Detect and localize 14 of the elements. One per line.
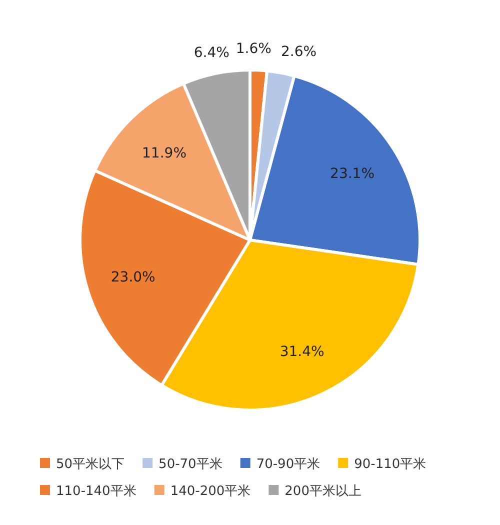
legend-label: 140-200平米 — [170, 484, 251, 499]
data-label: 11.9% — [142, 146, 187, 162]
legend-label: 200平米以上 — [284, 484, 362, 499]
data-label: 6.4% — [194, 44, 230, 61]
legend-label: 70-90平米 — [256, 457, 320, 472]
legend-label: 90-110平米 — [354, 457, 426, 472]
data-label: 23.0% — [110, 269, 156, 286]
data-label: 23.1% — [330, 166, 375, 182]
data-label: 31.4% — [280, 344, 324, 360]
data-label: 2.6% — [281, 44, 317, 60]
legend-label: 50-70平米 — [158, 457, 222, 472]
legend-label: 50平米以下 — [56, 457, 125, 472]
data-label: 1.6% — [236, 41, 272, 58]
legend-label: 110-140平米 — [56, 484, 136, 499]
